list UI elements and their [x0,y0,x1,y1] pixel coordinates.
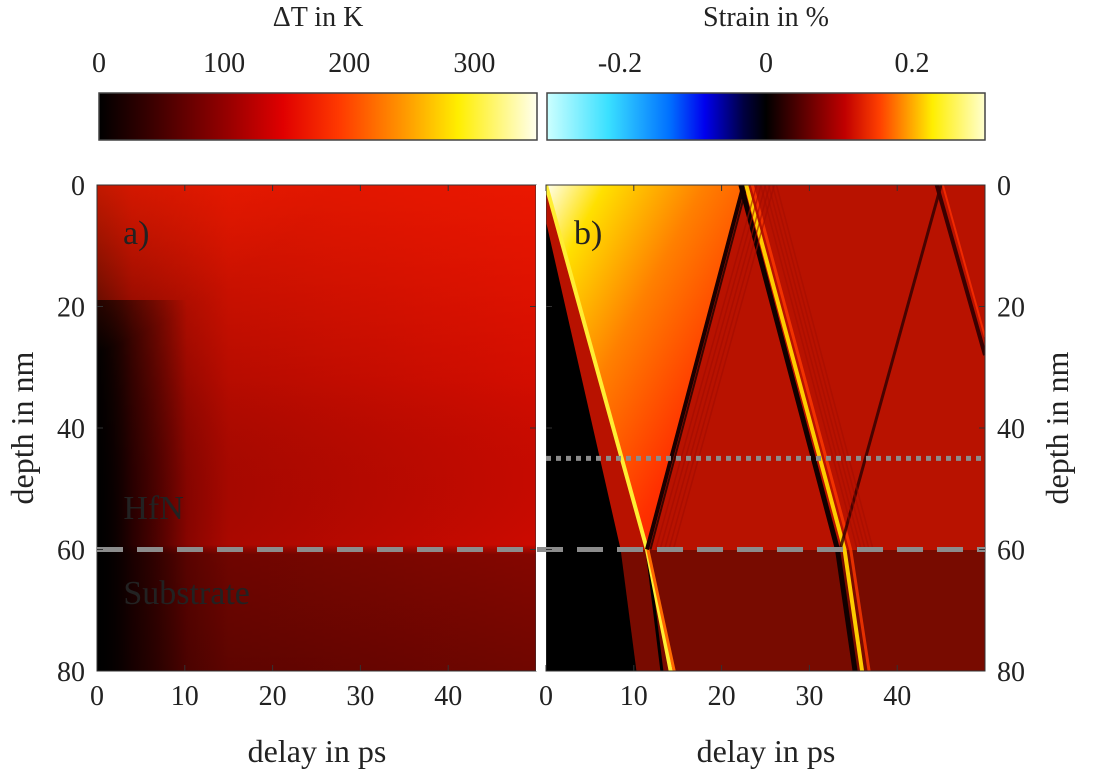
x-tick-label: 20 [259,681,287,712]
reference-lines [97,455,985,552]
axes-b: 0 10 20 30 40 0 20 40 60 80 [539,171,1025,712]
panel-label-b: b) [574,215,602,252]
heatmap-strain [545,184,986,672]
ylabel-a: depth in nm [4,351,40,504]
x-tick-label: 20 [708,681,736,712]
y-tick-label: 60 [997,536,1025,567]
annotation-substrate: Substrate [123,575,250,612]
colorbar-tick-label: 0 [759,48,773,79]
strain-fringe [668,185,771,550]
strain-front-third [934,185,985,356]
strain-fringe [763,185,862,550]
y-tick-label: 40 [997,414,1025,445]
x-tick-label: 10 [171,681,199,712]
x-tick-label: 0 [90,681,104,712]
colorbar-tick-label: 100 [203,48,245,79]
xlabel-b: delay in ps [697,733,836,769]
x-tick-label: 30 [795,681,823,712]
strain-front-transmitted [646,549,676,671]
y-tick-label: 80 [57,657,85,688]
y-tick-label: 80 [997,657,1025,688]
y-tick-label: 60 [57,536,85,567]
y-tick-label: 40 [57,414,85,445]
colorbar-temperature-gradient [98,92,538,141]
x-tick-label: 10 [620,681,648,712]
annotation-hfn: HfN [123,490,183,527]
y-tick-label: 20 [997,293,1025,324]
colorbar-strain-label: Strain in % [703,2,829,33]
x-tick-label: 0 [539,681,553,712]
strain-fringe [659,185,762,550]
x-tick-label: 40 [434,681,462,712]
colorbar-tick-label: 300 [453,48,495,79]
y-tick-label: 0 [997,171,1011,202]
strain-fringe [759,185,858,550]
colorbar-tick-label: -0.2 [598,48,642,79]
x-tick-label: 40 [883,681,911,712]
colorbar-strain-gradient [546,92,986,141]
heatmap-a-hot-spot [97,185,427,415]
colorbar-tick-label: 200 [328,48,370,79]
y-tick-label: 20 [57,293,85,324]
colorbar-tick-label: 0 [92,48,106,79]
strain-fringe [672,185,776,550]
x-tick-label: 30 [346,681,374,712]
strain-fringe [663,185,767,550]
colorbar-temperature-label: ΔT in K [273,2,364,33]
strain-front-third-echo [941,185,985,338]
strain-fringe [655,185,758,550]
heatmap-temperature [96,184,537,672]
ylabel-b: depth in nm [1039,351,1075,504]
strain-fringe [771,185,870,550]
colorbar-temperature: ΔT in K 0 100 200 300 [92,2,538,141]
strain-front-second [744,185,865,671]
xlabel-a: delay in ps [248,733,387,769]
colorbar-temperature-ticks: 0 100 200 300 [92,48,495,99]
strain-front-second-echo [750,185,871,671]
heatmap-b-dark-region [546,221,637,671]
strain-front-reflected-edge [649,185,749,550]
strain-fringe [775,185,874,550]
strain-front-reflected [645,185,746,551]
colorbar-tick-label: 0.2 [895,48,930,79]
heatmap-b-hot-wedge [546,185,744,550]
y-tick-label: 0 [71,171,85,202]
colorbar-strain-ticks: -0.2 0 0.2 [598,48,930,99]
colorbar-strain: Strain in % -0.2 0 0.2 [546,2,986,141]
axes-a: 0 10 20 30 40 0 20 40 60 80 [57,171,536,712]
strain-fringe [767,185,866,550]
panel-label-a: a) [123,215,149,252]
